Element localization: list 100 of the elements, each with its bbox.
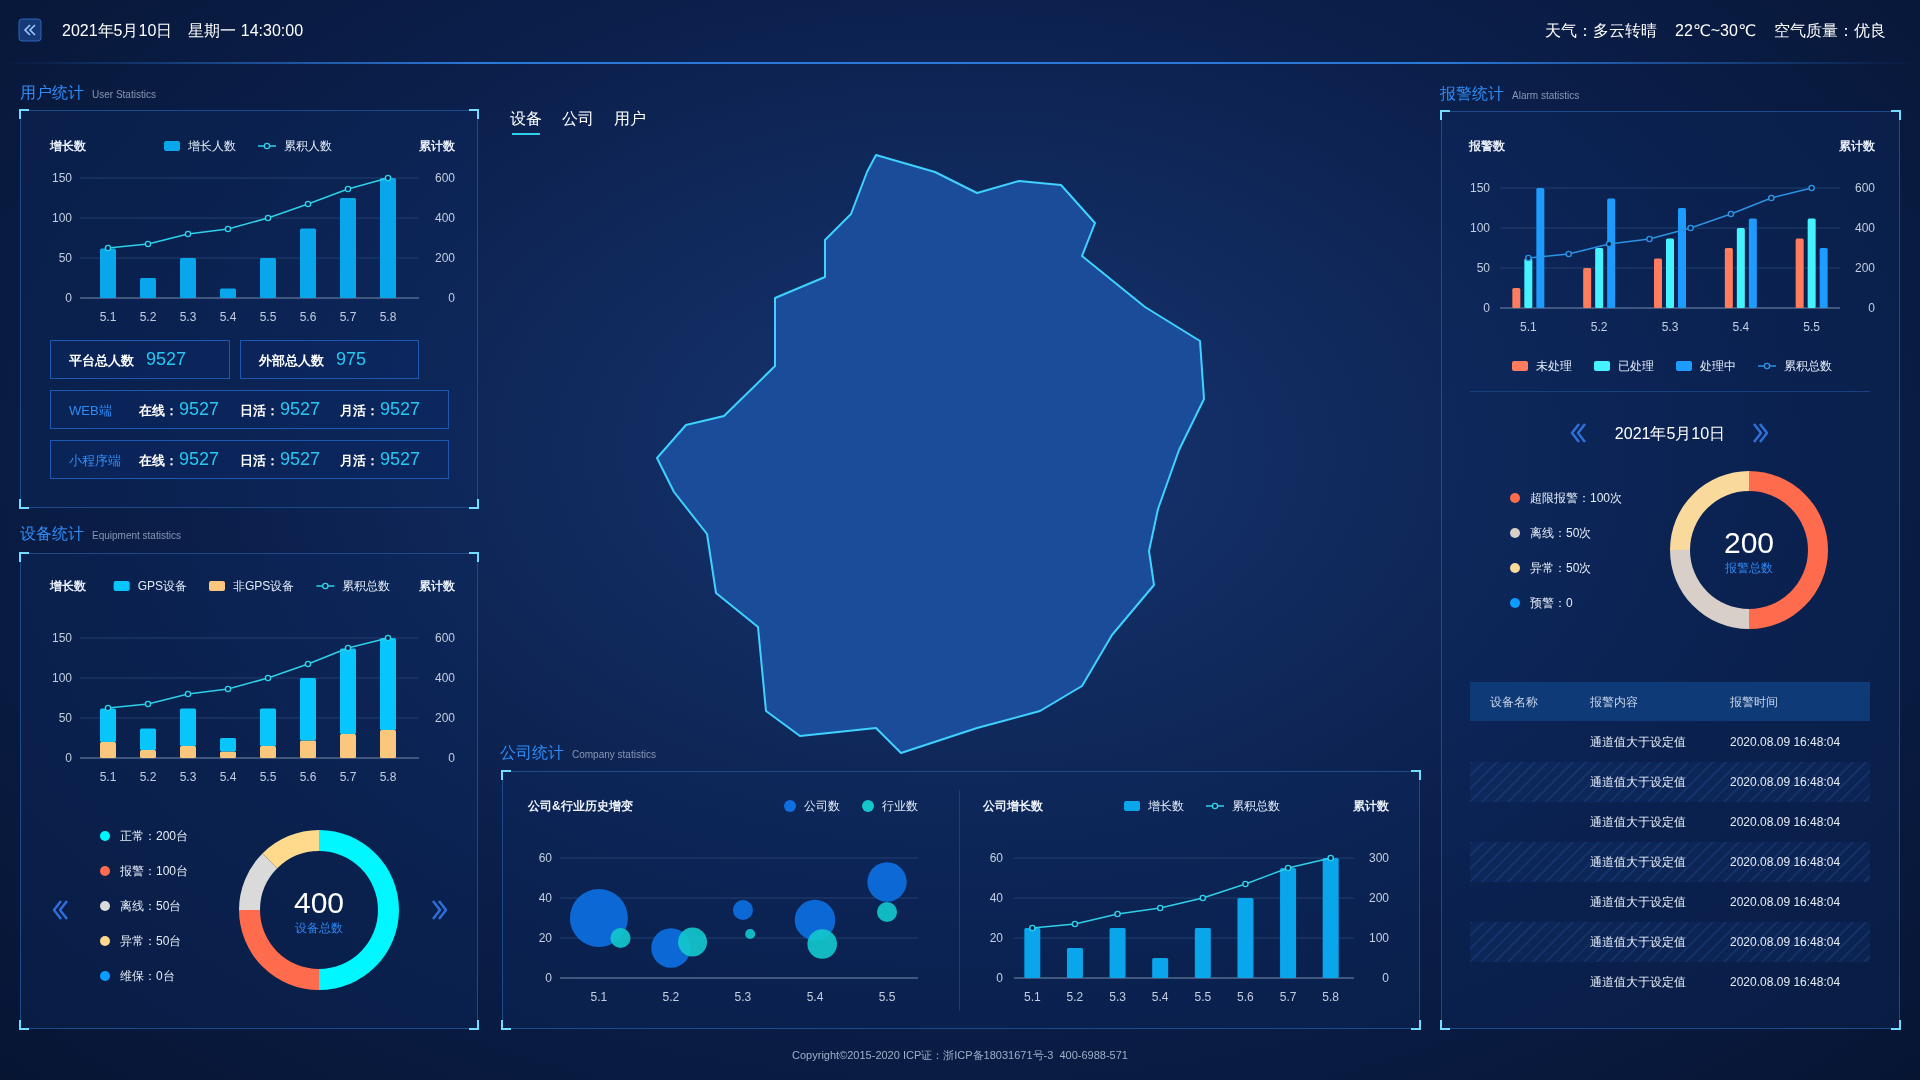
y-tick-label: 50 bbox=[1476, 261, 1491, 275]
x-tick-label: 5.4 bbox=[1151, 990, 1169, 1004]
text: 通道值大于设定值 bbox=[1590, 775, 1686, 789]
legend-label: 离线：50台 bbox=[120, 899, 182, 913]
text: 在线： bbox=[139, 452, 178, 468]
text: 通道值大于设定值 bbox=[1590, 815, 1686, 829]
y-axis-title: 增长数 bbox=[49, 579, 87, 593]
text: 9527 bbox=[380, 449, 421, 469]
chart-subtitle: User Statistics bbox=[92, 88, 156, 100]
text: 2021年5月10日 bbox=[1614, 424, 1726, 442]
y-tick-label: 0 bbox=[996, 971, 1004, 985]
text: 月活： bbox=[340, 402, 379, 418]
y-tick-label: 0 bbox=[65, 751, 73, 765]
legend-label: GPS设备 bbox=[137, 579, 187, 593]
x-tick-label: 5.4 bbox=[1732, 320, 1750, 334]
x-tick-label: 5.8 bbox=[1322, 990, 1340, 1004]
legend-label: 累积总数 bbox=[1232, 799, 1280, 813]
y2-tick-label: 0 bbox=[448, 291, 456, 305]
y2-tick-label: 100 bbox=[1368, 931, 1390, 945]
text: Copyright©2015-2020 ICP证：浙ICP备18031671号-3 400-6988-571 bbox=[792, 1049, 1128, 1061]
legend-label: 维保：0台 bbox=[120, 969, 175, 983]
x-tick-label: 5.2 bbox=[1066, 990, 1084, 1004]
text: 空气质量：优良 bbox=[1773, 21, 1886, 39]
y-tick-label: 40 bbox=[989, 891, 1004, 905]
legend-label: 非GPS设备 bbox=[233, 579, 295, 593]
y2-tick-label: 300 bbox=[1368, 851, 1390, 865]
y-axis-title: 报警数 bbox=[1468, 139, 1506, 153]
text: 2021年5月10日 bbox=[62, 21, 173, 39]
y2-tick-label: 600 bbox=[434, 171, 456, 185]
text: 通道值大于设定值 bbox=[1590, 895, 1686, 909]
x-tick-label: 5.3 bbox=[179, 310, 197, 324]
chart-title: 用户统计 bbox=[20, 83, 84, 101]
x-tick-label: 5.1 bbox=[1519, 320, 1537, 334]
text: WEB端 bbox=[69, 402, 112, 418]
y-tick-label: 60 bbox=[989, 851, 1004, 865]
y2-tick-label: 600 bbox=[1854, 181, 1876, 195]
legend-label: 异常：50台 bbox=[120, 934, 182, 948]
legend-label: 增长人数 bbox=[187, 139, 236, 153]
x-tick-label: 5.5 bbox=[1803, 320, 1821, 334]
y-tick-label: 150 bbox=[51, 171, 73, 185]
chart-subtitle: Alarm statistics bbox=[1512, 89, 1580, 101]
legend-label: 累积总数 bbox=[342, 579, 391, 593]
x-tick-label: 5.2 bbox=[139, 310, 157, 324]
legend-label: 未处理 bbox=[1536, 359, 1572, 373]
y2-tick-label: 200 bbox=[434, 251, 456, 265]
y-tick-label: 100 bbox=[1469, 221, 1491, 235]
legend-label: 正常：200台 bbox=[120, 829, 189, 843]
text: 设备总数 bbox=[295, 921, 343, 935]
legend-label: 预警：0 bbox=[1530, 596, 1573, 610]
x-tick-label: 5.8 bbox=[379, 770, 397, 784]
legend-label: 超限报警：100次 bbox=[1530, 491, 1623, 505]
y2-tick-label: 400 bbox=[434, 671, 456, 685]
legend-label: 离线：50次 bbox=[1530, 526, 1592, 540]
chart-subtitle: Equipment statistics bbox=[92, 529, 181, 541]
x-tick-label: 5.4 bbox=[219, 770, 237, 784]
text: Company statistics bbox=[572, 748, 656, 760]
y-tick-label: 20 bbox=[989, 931, 1004, 945]
text: 9527 bbox=[380, 399, 421, 419]
y2-axis-title: 累计数 bbox=[1352, 799, 1390, 813]
text: 在线： bbox=[139, 402, 178, 418]
text: 975 bbox=[336, 349, 367, 369]
x-tick-label: 5.5 bbox=[259, 310, 277, 324]
text: 200 bbox=[1723, 525, 1775, 559]
x-tick-label: 5.4 bbox=[806, 990, 824, 1004]
text: 月活： bbox=[340, 452, 379, 468]
legend-label: 报警：100台 bbox=[119, 864, 189, 878]
text: 400 bbox=[293, 885, 345, 919]
text: 外部总人数 bbox=[259, 352, 324, 368]
text: 9527 bbox=[280, 399, 321, 419]
x-tick-label: 5.1 bbox=[1023, 990, 1041, 1004]
legend-label: 累积总数 bbox=[1784, 359, 1832, 373]
y2-axis-title: 累计数 bbox=[418, 139, 456, 153]
x-tick-label: 5.7 bbox=[339, 770, 357, 784]
text: 2020.08.09 16:48:04 bbox=[1730, 895, 1841, 909]
y2-tick-label: 0 bbox=[1868, 301, 1876, 315]
x-tick-label: 5.1 bbox=[99, 770, 117, 784]
x-tick-label: 5.5 bbox=[259, 770, 277, 784]
x-tick-label: 5.6 bbox=[299, 310, 317, 324]
x-tick-label: 5.3 bbox=[1109, 990, 1127, 1004]
category-label: 报警时间 bbox=[1729, 695, 1778, 709]
y-tick-label: 100 bbox=[51, 211, 73, 225]
text: 2020.08.09 16:48:04 bbox=[1730, 735, 1841, 749]
text: 公司 bbox=[562, 109, 594, 127]
text: 2020.08.09 16:48:04 bbox=[1730, 775, 1841, 789]
legend-label: 增长数 bbox=[1147, 799, 1184, 813]
chart-title: 公司增长数 bbox=[982, 799, 1044, 813]
x-tick-label: 5.6 bbox=[299, 770, 317, 784]
legend-label: 异常：50次 bbox=[1530, 561, 1592, 575]
text: 9527 bbox=[280, 449, 321, 469]
text: 天气：多云转晴 bbox=[1545, 21, 1657, 39]
text: 通道值大于设定值 bbox=[1590, 855, 1686, 869]
text: 设备 bbox=[510, 109, 542, 127]
text: 用户 bbox=[614, 109, 646, 127]
y2-tick-label: 200 bbox=[1854, 261, 1876, 275]
y-axis-title: 增长数 bbox=[49, 139, 87, 153]
y-tick-label: 20 bbox=[538, 931, 553, 945]
y-tick-label: 60 bbox=[538, 851, 553, 865]
y-tick-label: 50 bbox=[58, 251, 73, 265]
text: 星期一 14:30:00 bbox=[188, 21, 304, 39]
text: 9527 bbox=[179, 449, 220, 469]
